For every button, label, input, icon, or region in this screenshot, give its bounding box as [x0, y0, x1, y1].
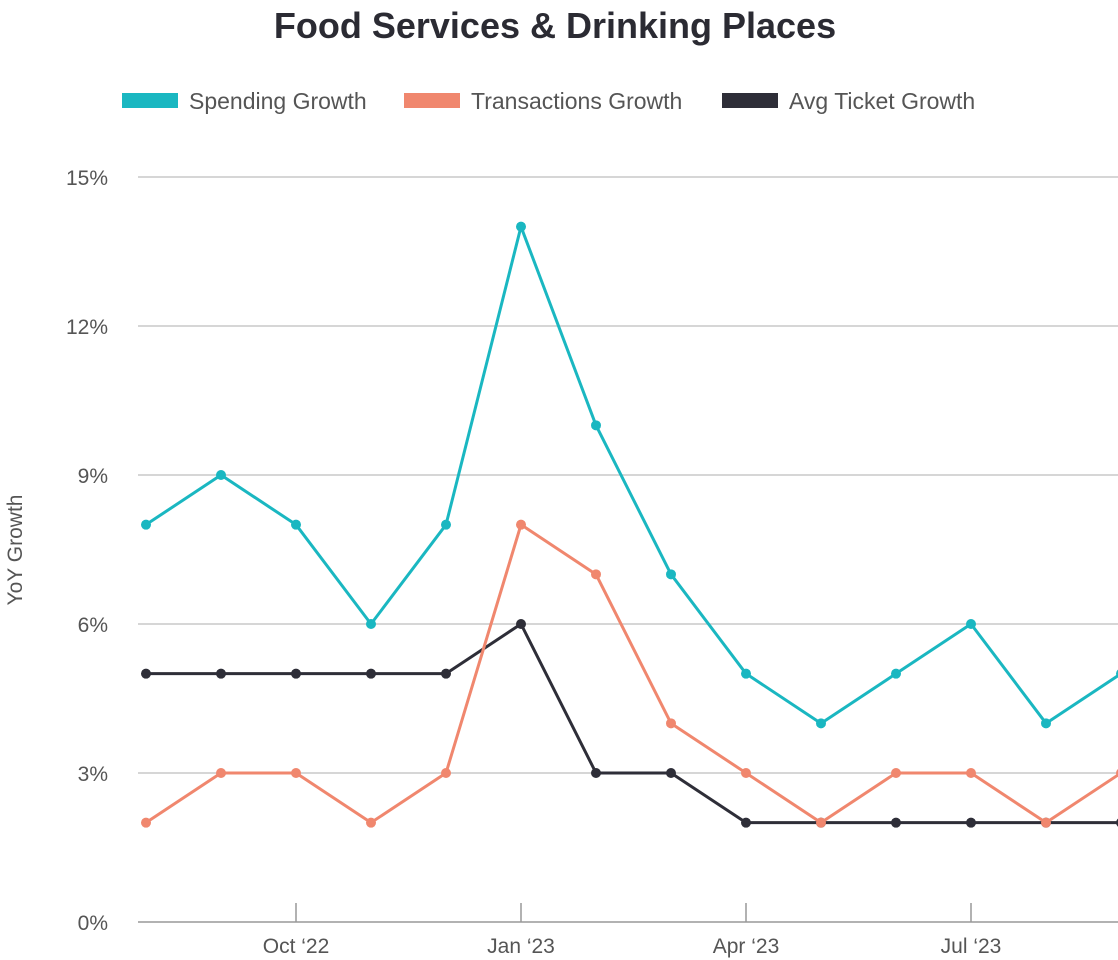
data-point [216, 768, 226, 778]
series-spending-growth [141, 221, 1118, 729]
data-point [741, 817, 751, 828]
series-avg-ticket-growth [141, 619, 1118, 828]
data-point [441, 768, 451, 778]
data-point [741, 668, 751, 679]
data-point [891, 668, 901, 679]
data-point [666, 768, 676, 778]
data-point [366, 668, 376, 679]
data-point [1041, 817, 1051, 828]
data-point [516, 619, 526, 629]
x-axis: Oct ‘22 Jan ‘23 Apr ‘23 Jul ‘23 [263, 903, 1002, 958]
data-point [291, 519, 301, 530]
x-tick-label: Apr ‘23 [713, 935, 780, 958]
legend-swatch [404, 93, 460, 108]
x-tick-label: Oct ‘22 [263, 935, 330, 958]
data-point [291, 668, 301, 679]
legend-label: Avg Ticket Growth [789, 88, 975, 114]
data-point [666, 718, 676, 729]
legend: Spending Growth Transactions Growth Avg Ti… [122, 88, 975, 114]
data-point [591, 768, 601, 778]
data-point [666, 569, 676, 580]
legend-label: Transactions Growth [471, 88, 682, 114]
data-point [816, 817, 826, 828]
data-point [891, 768, 901, 778]
y-tick-label: 15% [66, 167, 108, 190]
series-group [141, 221, 1118, 828]
data-point [516, 519, 526, 530]
data-point [141, 817, 151, 828]
data-point [1041, 718, 1051, 729]
data-point [966, 768, 976, 778]
data-point [591, 420, 601, 431]
y-axis-label: YoY Growth [4, 495, 27, 606]
data-point [516, 221, 526, 232]
series-line [145, 523, 1118, 825]
legend-swatch [122, 93, 178, 108]
y-tick-label: 12% [66, 316, 108, 339]
x-tick-label: Jul ‘23 [941, 935, 1002, 958]
series-line [146, 622, 1118, 825]
x-tick-label: Jan ‘23 [487, 935, 555, 958]
data-point [366, 619, 376, 629]
chart-title: Food Services & Drinking Places [274, 5, 836, 46]
data-point [816, 718, 826, 729]
y-tick-label: 0% [78, 912, 108, 935]
y-tick-label: 9% [78, 465, 108, 488]
data-point [966, 817, 976, 828]
data-point [891, 817, 901, 828]
data-point [441, 668, 451, 679]
data-point [966, 619, 976, 629]
gridlines [138, 176, 1118, 923]
data-point [291, 768, 301, 778]
data-point [141, 668, 151, 679]
series-line [145, 225, 1118, 725]
data-point [591, 569, 601, 580]
y-tick-label: 3% [78, 763, 108, 786]
data-point [216, 668, 226, 679]
y-axis: 0% 3% 6% 9% 12% 15% [66, 167, 108, 935]
y-tick-label: 6% [78, 614, 108, 637]
data-point [741, 768, 751, 778]
data-point [141, 519, 151, 530]
data-point [366, 817, 376, 828]
data-point [441, 519, 451, 530]
legend-label: Spending Growth [189, 88, 367, 114]
series-transactions-growth [141, 519, 1118, 828]
legend-swatch [722, 93, 778, 108]
data-point [216, 470, 226, 480]
